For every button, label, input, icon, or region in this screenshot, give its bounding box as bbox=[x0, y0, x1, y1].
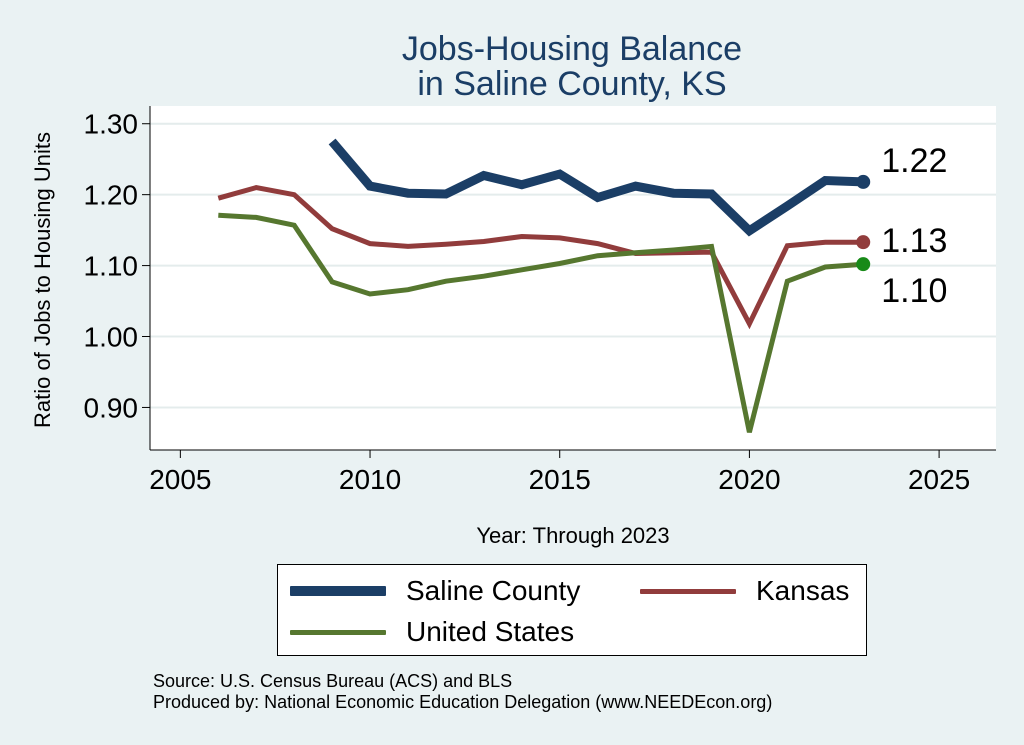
source-line: Source: U.S. Census Bureau (ACS) and BLS bbox=[153, 671, 513, 691]
axes: 0.90 1.00 1.10 1.20 1.30 2005 2010 2015 2020 2025 bbox=[84, 106, 996, 495]
y-tick-label: 1.00 bbox=[84, 322, 139, 353]
end-labels: 1.22 1.13 1.10 bbox=[856, 142, 947, 310]
y-axis-label: Ratio of Jobs to Housing Units bbox=[30, 132, 55, 428]
series-line-saline-county bbox=[328, 138, 864, 237]
series-line-kansas bbox=[217, 185, 864, 330]
data-series bbox=[217, 138, 864, 433]
plot-area bbox=[150, 106, 996, 450]
y-tick-label: 1.30 bbox=[84, 109, 139, 140]
legend-swatch-kansas bbox=[640, 588, 736, 594]
chart-title-line-1: Jobs-Housing Balance bbox=[402, 30, 742, 68]
legend-label-saline-county: Saline County bbox=[406, 575, 581, 606]
produced-by-line: Produced by: National Economic Education… bbox=[153, 692, 773, 712]
x-axis-label: Year: Through 2023 bbox=[476, 523, 669, 548]
y-tick-label: 1.10 bbox=[84, 251, 139, 282]
y-tick-label: 1.20 bbox=[84, 180, 139, 211]
end-marker-united-states bbox=[856, 257, 871, 272]
end-marker-kansas bbox=[856, 235, 871, 250]
x-tick-label: 2025 bbox=[908, 464, 970, 495]
legend-swatch-united-states bbox=[290, 629, 386, 635]
legend-item-kansas: Kansas bbox=[640, 575, 849, 607]
legend: Saline County Kansas United States bbox=[277, 564, 867, 656]
end-marker-saline-county bbox=[856, 174, 871, 189]
end-label-kansas: 1.13 bbox=[881, 222, 947, 260]
legend-label-united-states: United States bbox=[406, 616, 575, 647]
x-tick-label: 2015 bbox=[529, 464, 591, 495]
legend-item-united-states: United States bbox=[290, 616, 574, 648]
x-tick-label: 2010 bbox=[339, 464, 401, 495]
end-label-saline-county: 1.22 bbox=[881, 142, 947, 180]
x-tick-label: 2005 bbox=[149, 464, 211, 495]
source-note: Source: U.S. Census Bureau (ACS) and BLS… bbox=[153, 671, 772, 713]
end-label-united-states: 1.10 bbox=[881, 272, 947, 310]
x-tick-label: 2020 bbox=[718, 464, 780, 495]
series-line-united-states bbox=[218, 212, 864, 433]
y-tick-label: 0.90 bbox=[84, 392, 139, 423]
legend-item-saline-county: Saline County bbox=[290, 575, 580, 607]
legend-label-kansas: Kansas bbox=[756, 575, 850, 606]
legend-swatch-saline-county bbox=[290, 586, 386, 596]
chart-title-line-2: in Saline County, KS bbox=[417, 65, 726, 103]
